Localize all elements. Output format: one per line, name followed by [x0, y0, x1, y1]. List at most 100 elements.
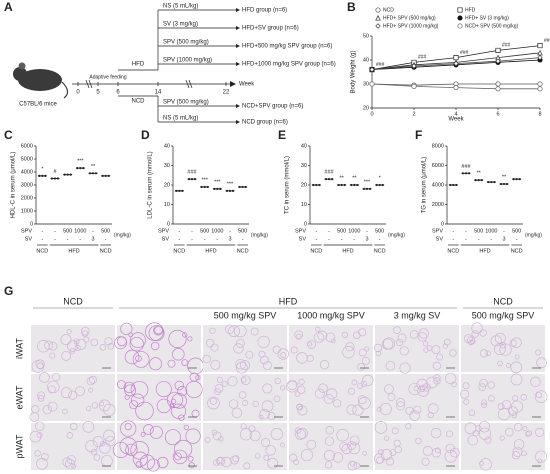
adipocyte [306, 341, 312, 347]
adipocyte [150, 341, 160, 351]
adipocyte [44, 340, 54, 350]
adipocyte [451, 381, 457, 388]
x-tick-label: - [478, 236, 480, 242]
adipocyte [99, 344, 107, 351]
adipocyte [422, 445, 433, 456]
x-tick-label: 1000 [348, 228, 360, 234]
adipocyte [418, 328, 429, 339]
adipocyte [273, 395, 281, 403]
adipocyte [413, 385, 419, 392]
adipocyte [262, 383, 273, 394]
adipocyte [250, 327, 259, 336]
adipocyte [240, 428, 253, 441]
adipocyte [130, 332, 146, 349]
legend-marker [457, 15, 463, 21]
marker [495, 81, 501, 87]
adipocyte [261, 400, 274, 413]
adipocyte [318, 383, 328, 393]
adipocyte [254, 453, 261, 459]
y-tick-label: 10 [164, 202, 170, 208]
x-tick-label: 3 [365, 236, 368, 242]
adipocyte [535, 392, 542, 399]
legend-marker [375, 7, 381, 13]
adipocyte [512, 451, 521, 460]
adipocyte [107, 342, 115, 350]
x-tick-label: - [204, 236, 206, 242]
adipocyte [124, 423, 132, 431]
adipocyte [464, 422, 477, 435]
adipocyte [218, 436, 224, 442]
adipocyte [444, 372, 457, 385]
significance-label: ### [324, 170, 334, 176]
adipocyte [348, 387, 356, 395]
adipocyte [357, 362, 366, 371]
tissue-image [289, 374, 373, 421]
column-header: NCD [493, 296, 513, 306]
adipocyte [172, 348, 185, 361]
adipocyte [263, 454, 270, 461]
adipocyte [261, 438, 271, 448]
adipocyte [265, 445, 276, 456]
adipocyte [242, 400, 249, 406]
adipocyte [245, 350, 254, 359]
x-tick-label: 500 [512, 228, 521, 234]
timeline-label: 22 [223, 90, 230, 96]
x-tick-label: 500 [474, 228, 483, 234]
adipocyte [103, 403, 116, 416]
adipocyte [520, 393, 528, 401]
legend-marker [375, 15, 381, 21]
adipocyte [296, 352, 308, 364]
adipocyte [506, 363, 511, 368]
adipocyte [484, 436, 492, 444]
timeline-unit: Week [239, 82, 255, 88]
adipocyte [130, 441, 149, 460]
adipocyte [293, 459, 299, 465]
legend-label: NCD [383, 7, 394, 13]
y-tick-label: 10 [301, 202, 307, 208]
significance-label: ### [502, 43, 511, 49]
significance-label: ### [418, 55, 427, 61]
legend-label: NCD+ SPV (500 mg/kg) [465, 23, 519, 29]
adipocyte [348, 442, 361, 455]
adipocyte [270, 428, 283, 441]
x-tick-label: - [216, 236, 218, 242]
mean-dot [464, 172, 468, 175]
x-row-name: SV [25, 236, 33, 242]
adipocyte [357, 395, 367, 405]
row-label: eWAT [14, 385, 24, 410]
x-tick-label: - [242, 236, 244, 242]
adipocyte [235, 338, 245, 348]
adipocyte [235, 361, 248, 374]
x-tick-label: 3 [91, 236, 94, 242]
x-tick-label: - [516, 236, 518, 242]
adipocyte [333, 399, 342, 408]
adipocyte [511, 337, 522, 348]
mean-dot [327, 178, 331, 181]
adipocyte [86, 377, 95, 386]
adipocyte [207, 396, 220, 410]
adipocyte [135, 461, 143, 468]
adipocyte [374, 421, 388, 434]
adipocyte [187, 456, 194, 462]
mean-dot [88, 172, 92, 175]
adipocyte [295, 333, 302, 340]
arrow-head [236, 44, 240, 48]
x-unit: (mg/kg) [388, 232, 405, 238]
arrow-head [230, 81, 236, 87]
marker [453, 60, 459, 67]
marker [537, 86, 543, 92]
adipocyte [238, 391, 247, 399]
adipocyte [31, 360, 45, 373]
mean-dot [206, 185, 209, 189]
adipocyte [317, 330, 328, 341]
adipocyte [216, 457, 224, 465]
significance-label: ** [352, 175, 357, 181]
row-label: iWAT [14, 338, 24, 359]
timeline-label: 14 [155, 90, 162, 96]
adipocyte [99, 441, 106, 447]
mean-dot [502, 182, 506, 186]
mean-dot [343, 183, 346, 187]
x-tick-label: - [79, 236, 81, 242]
adipocyte [49, 352, 56, 359]
x-group-label: HFD [342, 248, 353, 254]
